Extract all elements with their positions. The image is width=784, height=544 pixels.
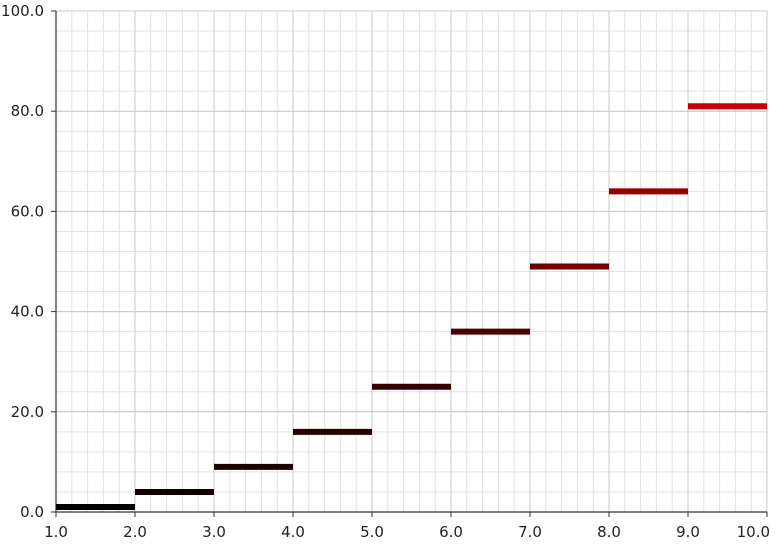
x-tick-label: 8.0: [597, 523, 621, 541]
x-tick-label: 2.0: [123, 523, 147, 541]
y-axis-tick-labels: 0.0 20.0 40.0 60.0 80.0 100.0: [1, 2, 44, 521]
x-tick-label: 7.0: [518, 523, 542, 541]
x-axis-tick-labels: 1.0 2.0 3.0 4.0 5.0 6.0 7.0 8.0 9.0 10.0: [44, 523, 770, 541]
y-tick-label: 0.0: [20, 503, 44, 521]
y-tick-label: 60.0: [11, 202, 44, 220]
major-grid: [55, 10, 768, 513]
x-tick-label: 1.0: [44, 523, 68, 541]
x-tick-label: 4.0: [281, 523, 305, 541]
minor-grid: [55, 10, 768, 513]
y-tick-label: 100.0: [1, 2, 44, 20]
x-tick-label: 10.0: [737, 523, 770, 541]
y-tick-label: 20.0: [11, 403, 44, 421]
x-tick-label: 9.0: [676, 523, 700, 541]
axes: [51, 10, 768, 517]
x-tick-label: 5.0: [360, 523, 384, 541]
y-tick-label: 40.0: [11, 303, 44, 321]
x-tick-label: 3.0: [202, 523, 226, 541]
data-segments: [56, 103, 767, 510]
x-tick-label: 6.0: [439, 523, 463, 541]
y-tick-label: 80.0: [11, 102, 44, 120]
